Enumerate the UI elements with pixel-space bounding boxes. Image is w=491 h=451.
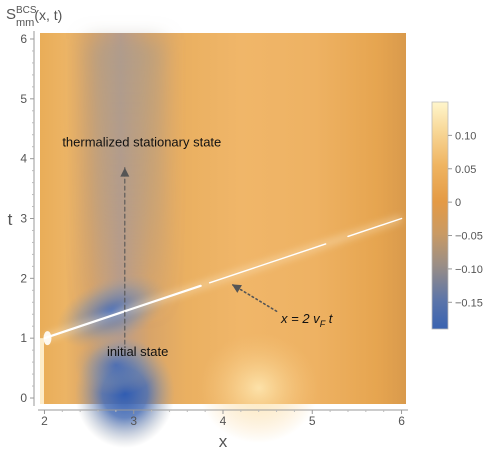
- front-line-segment-1: [43, 284, 202, 340]
- front-line-segment-2: [208, 243, 327, 284]
- y-tick-label-4: 4: [20, 152, 27, 166]
- colorbar-tick-label: −0.15: [455, 297, 483, 309]
- plot-label: SBCS mm(x, t): [6, 5, 62, 29]
- y-tick-label-0: 0: [20, 391, 27, 405]
- arrow-1-head: [120, 167, 130, 177]
- colorbar-gradient: [431, 101, 449, 330]
- plot-label-subscript: mm: [16, 17, 34, 29]
- y-tick-label-2: 2: [20, 271, 27, 285]
- arrow-2-head: [231, 284, 242, 293]
- plot-label-main: S: [6, 6, 16, 23]
- y-tick-label-1: 1: [20, 331, 27, 345]
- colorbar-tick-label: −0.05: [455, 231, 483, 243]
- annotation-1: thermalized stationary state: [62, 135, 221, 150]
- front-origin-glow: [43, 331, 52, 346]
- colorbar: 0.10 0.05 0 −0.05 −0.10 −0.15: [431, 101, 483, 330]
- colorbar-tick-label: 0.10: [455, 130, 476, 142]
- colorbar-tick-label: 0: [455, 197, 461, 209]
- plot-label-args: (x, t): [34, 7, 62, 23]
- x-tick-label-4: 4: [220, 414, 227, 428]
- colorbar-tick-label: −0.10: [455, 264, 483, 276]
- annotations: thermalized stationary state initial stat…: [62, 135, 333, 359]
- axes: 2 3 4 5 6 0 1 2 3 4 5 6: [20, 31, 408, 428]
- annotation-2: initial state: [107, 344, 168, 359]
- arrow-2-shaft: [231, 283, 278, 313]
- y-tick-label-3: 3: [20, 212, 27, 226]
- blue-transition-region: [73, 335, 158, 396]
- y-axis-label: t: [8, 210, 13, 229]
- bright-spot: [198, 333, 319, 444]
- x-tick-label-6: 6: [398, 414, 405, 428]
- y-tick-label-6: 6: [20, 32, 27, 46]
- x-axis-label: x: [219, 432, 228, 451]
- annotation-3: x = 2 vF t: [280, 311, 334, 329]
- front-blue-region: [56, 274, 167, 349]
- plot-label-superscript: BCS: [16, 5, 37, 16]
- heatmap-layer: [40, 33, 406, 449]
- left-boundary-glow: [40, 338, 44, 404]
- x-tick-label-5: 5: [309, 414, 316, 428]
- front-line-segment-3: [347, 217, 403, 238]
- colorbar-tick-label: 0.05: [455, 164, 476, 176]
- x-tick-label-3: 3: [130, 414, 137, 428]
- y-tick-label-5: 5: [20, 92, 27, 106]
- x-tick-label-2: 2: [41, 414, 48, 428]
